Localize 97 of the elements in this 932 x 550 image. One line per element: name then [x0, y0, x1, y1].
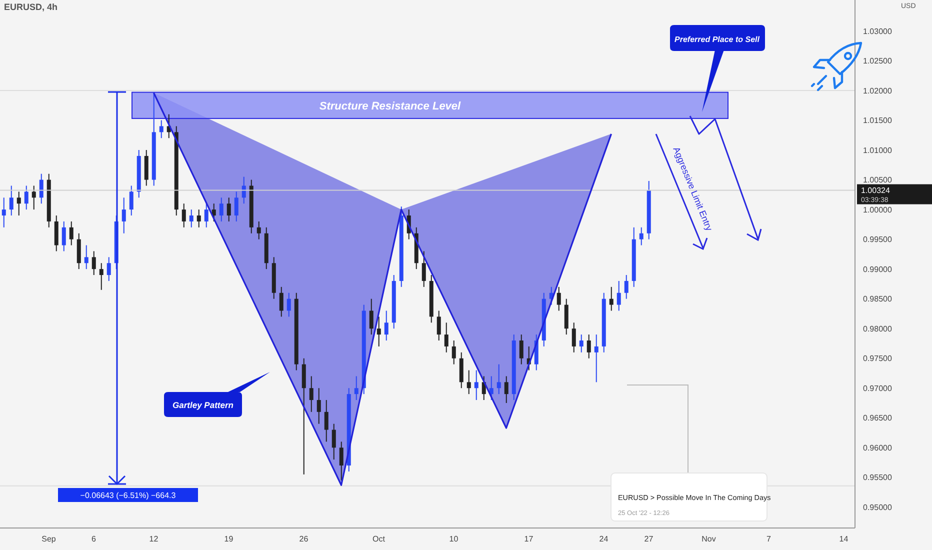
candlestick — [556, 286, 561, 312]
candlestick — [489, 376, 494, 401]
candlestick — [196, 209, 201, 228]
candlestick — [204, 203, 208, 228]
candlestick — [564, 298, 568, 336]
y-tick-label: 0.95500 — [863, 473, 892, 482]
candlestick — [339, 441, 344, 481]
x-tick-label: 6 — [92, 534, 97, 544]
candlestick — [159, 120, 164, 139]
candlestick — [279, 286, 284, 318]
candlestick — [354, 376, 358, 401]
candlestick — [369, 298, 374, 336]
x-tick-label: 14 — [839, 534, 849, 544]
candlestick — [256, 220, 261, 240]
x-tick-label: 27 — [644, 534, 654, 544]
y-tick-label: 1.02000 — [863, 86, 892, 96]
candlestick — [62, 220, 66, 252]
candlestick — [2, 197, 6, 228]
candlestick — [84, 244, 88, 270]
candlestick — [579, 334, 584, 353]
candlestick — [616, 280, 621, 312]
candlestick — [182, 203, 186, 228]
x-tick-label: 24 — [599, 534, 609, 544]
candlestick — [594, 334, 598, 383]
candlestick — [384, 310, 388, 341]
x-tick-label: 19 — [224, 534, 234, 544]
candlestick — [496, 364, 501, 395]
y-tick-label: 0.95000 — [863, 503, 892, 512]
band-label: Structure Resistance Level — [319, 100, 462, 112]
candlestick — [316, 388, 321, 424]
y-tick-label: 0.98000 — [863, 324, 892, 334]
candlestick — [572, 322, 576, 353]
candlestick — [39, 173, 44, 204]
x-tick-label: 17 — [524, 534, 534, 544]
candlestick — [519, 334, 524, 365]
y-tick-label: 0.97000 — [863, 384, 892, 393]
chart-title: EURUSD, 4h — [4, 2, 58, 12]
y-tick-label: 0.98500 — [863, 294, 892, 304]
candlestick — [24, 185, 28, 210]
candlestick — [69, 220, 74, 246]
y-tick-label: 0.96500 — [863, 414, 892, 423]
y-tick-label: 1.01000 — [863, 146, 892, 155]
candlestick — [459, 352, 464, 389]
candlestick — [92, 250, 96, 276]
candlestick — [422, 250, 426, 288]
candlestick — [106, 256, 111, 282]
candlestick — [466, 370, 471, 395]
candlestick — [226, 197, 231, 222]
y-tick-label: 1.01500 — [863, 116, 892, 126]
y-tick-label: 0.99000 — [863, 264, 892, 274]
candlestick — [76, 232, 81, 270]
annotation: Preferred Place to Sell — [674, 35, 760, 44]
x-tick-label: 7 — [766, 534, 772, 544]
candlestick — [99, 262, 104, 290]
candlestick — [54, 214, 58, 252]
candlestick — [212, 203, 216, 222]
candlestick — [122, 197, 126, 234]
annotation: −0.06643 (−6.51%) −664.3 — [80, 491, 176, 500]
x-tick-label: Nov — [702, 534, 716, 544]
x-tick-label: Oct — [372, 534, 386, 544]
x-tick-label: 10 — [449, 534, 459, 544]
candlestick — [452, 340, 456, 365]
candlestick — [504, 376, 508, 404]
candlestick — [332, 423, 336, 460]
candlestick — [444, 322, 448, 353]
candlestick — [309, 376, 314, 412]
candlestick — [32, 185, 36, 210]
annotation: Gartley Pattern — [172, 400, 234, 410]
y-tick-label: 1.03000 — [863, 26, 892, 36]
y-tick-label: 1.00500 — [863, 176, 892, 185]
candlestick — [16, 191, 21, 216]
candlestick — [189, 209, 194, 228]
candlestick — [639, 226, 644, 246]
candlestick — [586, 334, 591, 359]
y-tick-label: 0.99500 — [863, 235, 892, 244]
y-tick-label: 0.97500 — [863, 354, 892, 364]
candlestick — [376, 316, 381, 347]
x-tick-label: 12 — [149, 534, 159, 544]
y-tick-label: 0.96000 — [863, 443, 892, 452]
x-tick-label: 26 — [299, 534, 309, 544]
candlestick — [609, 286, 614, 312]
candlestick — [242, 176, 246, 204]
candlestick — [474, 370, 478, 401]
candlestick — [144, 150, 148, 186]
candlestick — [219, 197, 224, 222]
candlestick — [9, 185, 14, 216]
candlestick — [624, 274, 628, 300]
ref-line-label: 1.00324 — [861, 186, 890, 196]
y-tick-label: 1.02500 — [863, 56, 892, 66]
x-tick-label: Sep — [42, 534, 56, 544]
candlestick — [234, 191, 238, 222]
candlestick — [129, 185, 134, 216]
candlestick — [302, 358, 306, 475]
y-tick-label: 1.00000 — [863, 205, 892, 214]
candlestick — [286, 292, 291, 318]
candlestick — [324, 400, 328, 442]
candlestick — [436, 310, 441, 341]
